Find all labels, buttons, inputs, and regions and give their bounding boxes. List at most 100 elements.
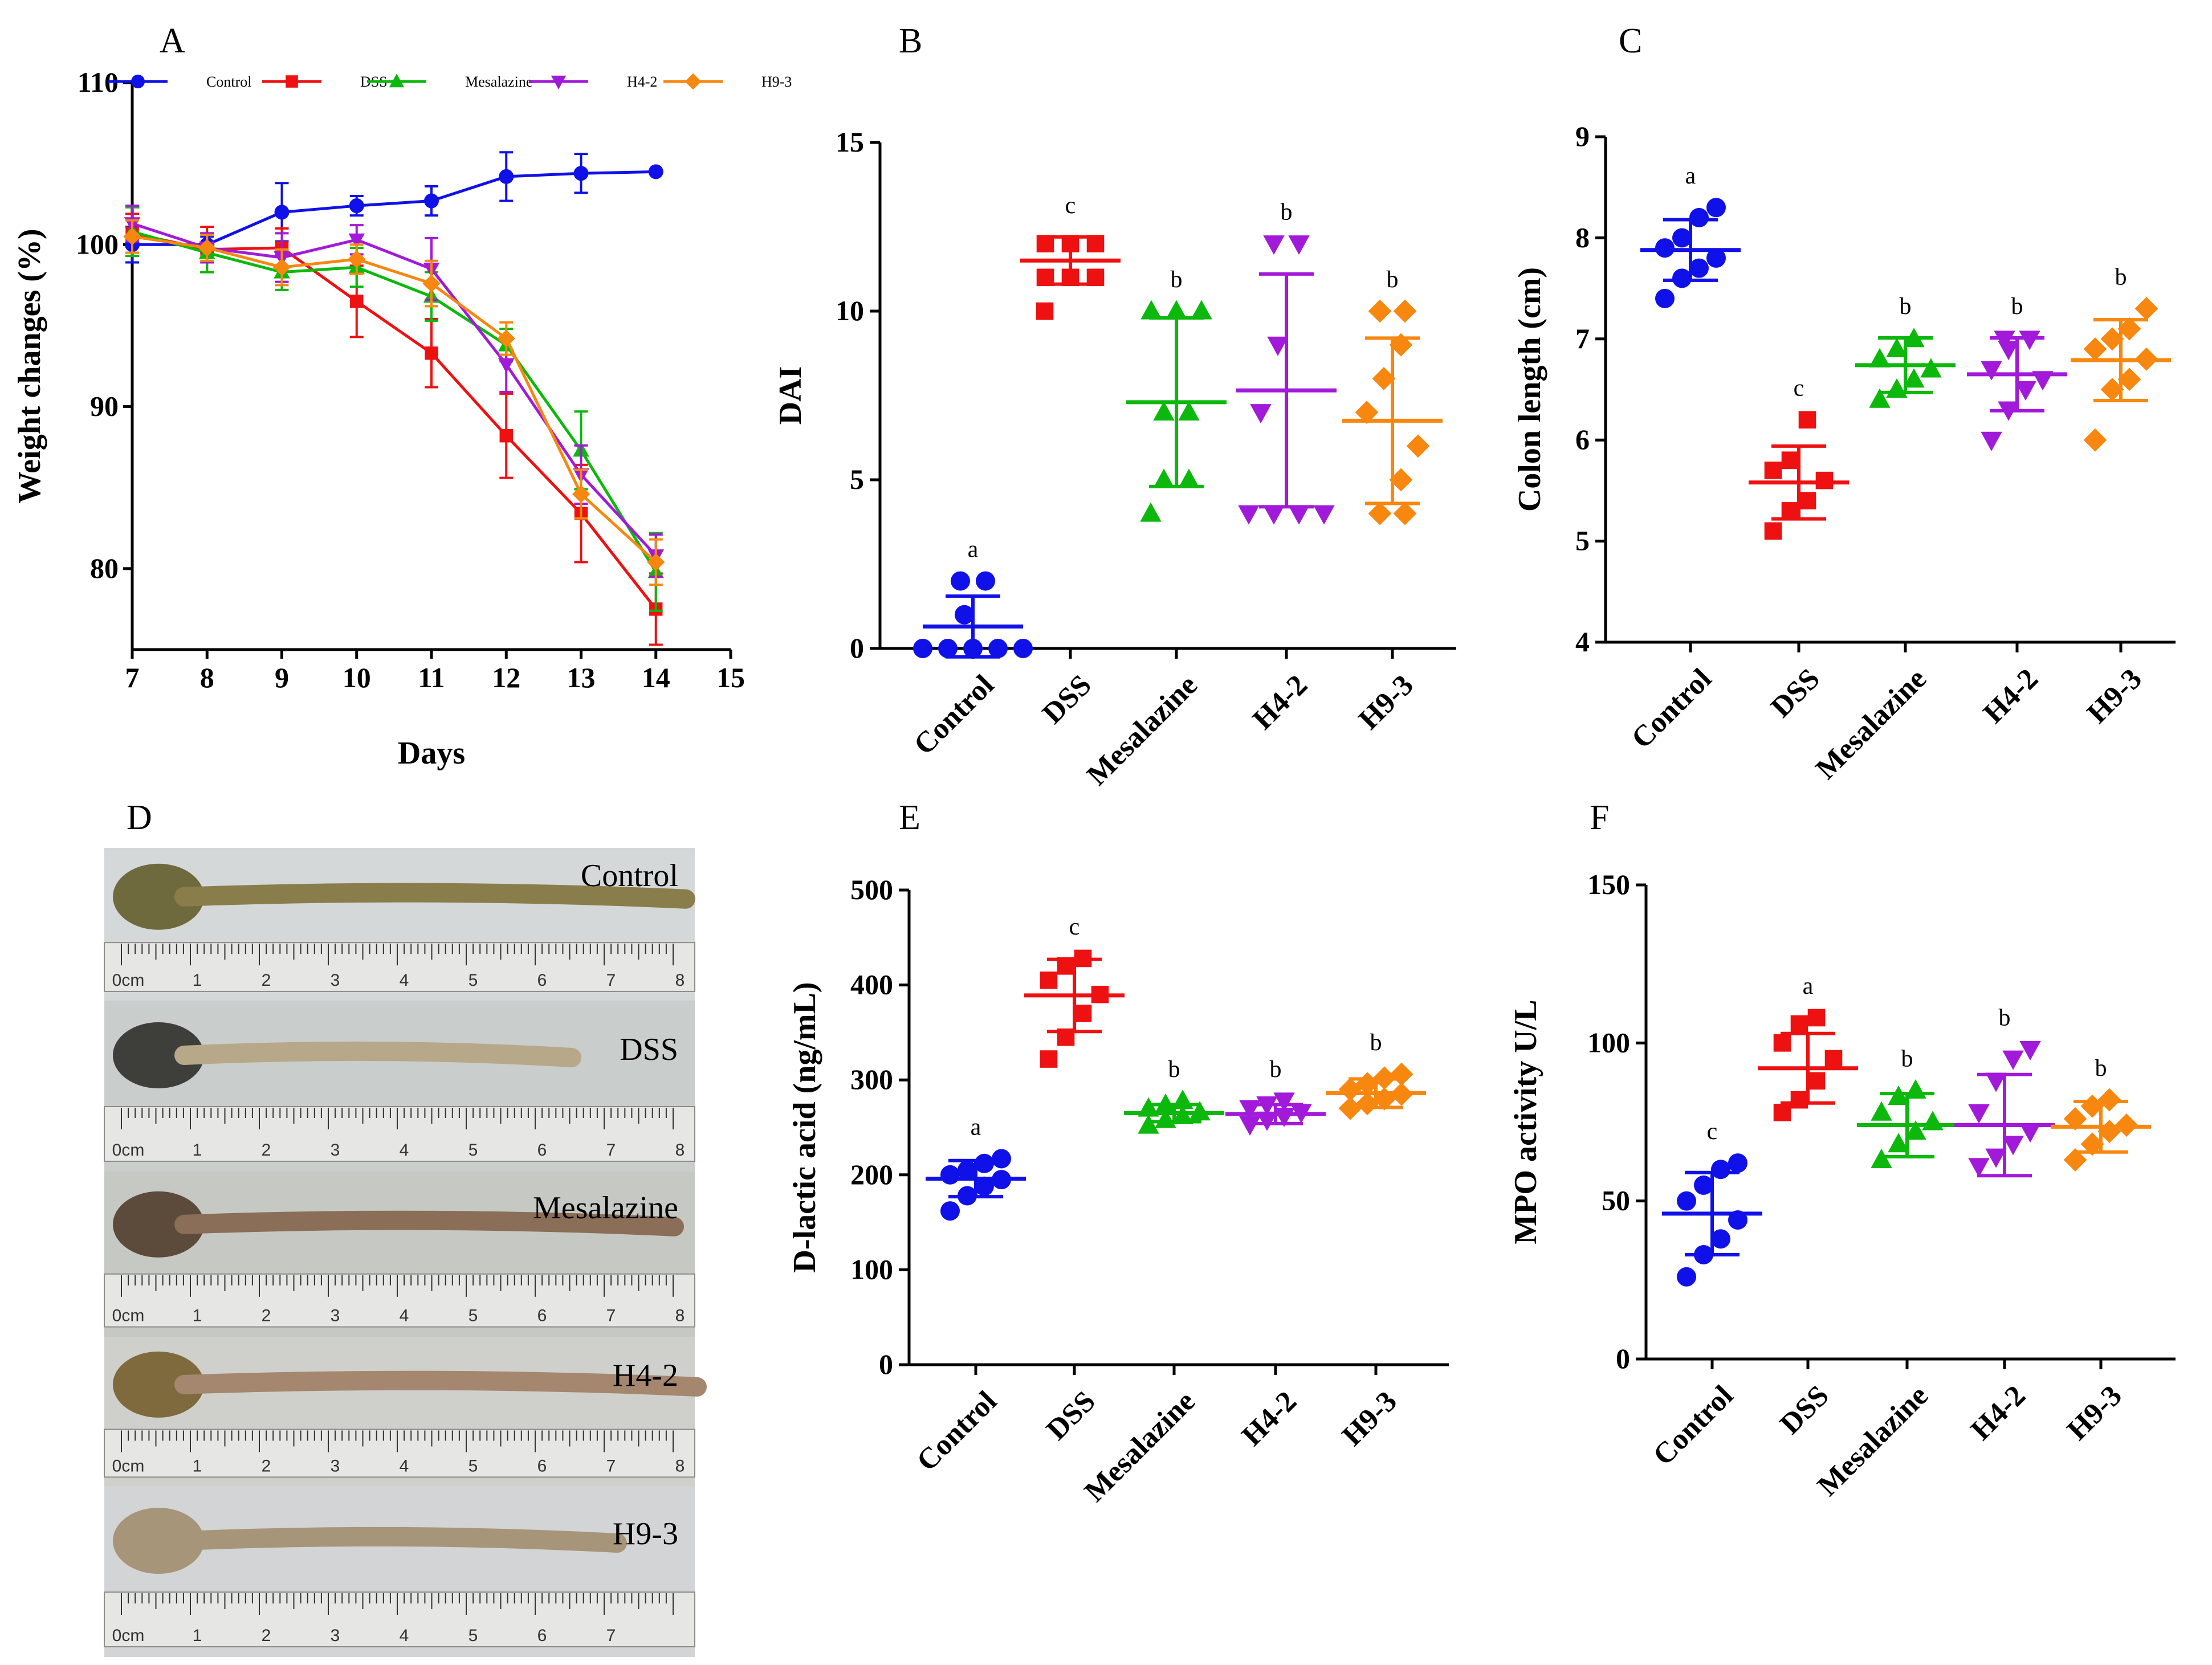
data-point	[955, 605, 974, 625]
ruler-number: 6	[537, 1141, 547, 1160]
ruler-number: 5	[469, 1307, 478, 1325]
data-point	[1140, 300, 1162, 320]
ruler-number: 7	[606, 1456, 616, 1475]
data-point	[1985, 1072, 2007, 1092]
category-label: Mesalazine	[1810, 663, 1933, 786]
data-point	[1288, 505, 1310, 525]
y-tick-label: 5	[1575, 525, 1590, 557]
legend-label: H9-3	[761, 74, 792, 90]
data-point	[1372, 367, 1396, 390]
y-tick-label: 5	[850, 463, 864, 495]
series-line	[132, 222, 657, 557]
data-point	[975, 1153, 994, 1173]
colon-body	[174, 1041, 581, 1067]
data-point	[1815, 471, 1834, 489]
y-axis-title: DAI	[773, 366, 808, 425]
data-point	[572, 485, 590, 503]
category-label: Control	[1647, 1380, 1740, 1472]
panel-letter-f: F	[1590, 798, 1609, 837]
data-point	[274, 205, 290, 220]
group-mesalazine: Mesalazine b	[1081, 267, 1227, 792]
data-point	[1798, 411, 1816, 429]
ruler-number: 3	[331, 971, 340, 990]
category-label: H9-3	[1336, 1385, 1403, 1452]
data-point	[2063, 1107, 2087, 1131]
data-point	[422, 274, 441, 293]
ruler-number: 4	[400, 1456, 409, 1475]
data-point	[1706, 248, 1726, 268]
significance-letter: a	[968, 537, 979, 563]
significance-letter: c	[1065, 193, 1076, 219]
data-point	[497, 329, 515, 348]
ruler-number: 4	[400, 1307, 409, 1325]
ruler-number: 4	[400, 1626, 409, 1645]
data-point	[1040, 1050, 1058, 1068]
ruler-number: 6	[537, 1307, 547, 1325]
data-point	[2019, 1040, 2041, 1060]
ruler	[104, 1429, 695, 1478]
data-point	[1406, 434, 1430, 458]
y-tick-label: 15	[836, 126, 864, 158]
x-tick-label: 7	[125, 662, 140, 693]
ruler-number: 7	[606, 1141, 616, 1160]
colon-body	[174, 1527, 627, 1553]
chart-mpo-activity: F 0 50 100 150 MPO activity U/L Control c DSS a Me…	[1508, 798, 2176, 1503]
panel-letter-e: E	[899, 798, 920, 837]
data-point	[940, 1165, 960, 1185]
ruler-number: 1	[193, 1626, 202, 1645]
ruler-number: 2	[262, 1307, 271, 1325]
data-point	[1273, 1092, 1295, 1112]
legend-marker	[131, 75, 145, 88]
photo-label: H9-3	[613, 1516, 678, 1552]
ruler-number: 5	[469, 1141, 478, 1160]
ruler-number: 7	[606, 1307, 616, 1325]
x-tick-label: 10	[343, 662, 371, 693]
significance-letter: b	[1168, 1056, 1180, 1083]
x-tick-label: 14	[642, 662, 670, 693]
ruler-number: 1	[193, 971, 202, 990]
data-point	[1869, 348, 1891, 368]
y-tick-label: 90	[90, 390, 119, 422]
ruler-number: 3	[331, 1626, 340, 1645]
ruler-number: 0cm	[112, 1141, 145, 1160]
photo-row-control: 0cm 1 2 3 4 5 6 7 8 Control	[104, 848, 695, 1001]
data-point	[1807, 1072, 1826, 1090]
data-point	[2117, 368, 2141, 391]
y-tick-label: 300	[850, 1063, 893, 1095]
ruler-number: 2	[262, 1456, 271, 1475]
data-point	[498, 358, 515, 373]
group-control: Control a	[911, 1114, 1026, 1478]
x-axis-title: Days	[398, 736, 465, 771]
significance-letter: b	[1270, 1056, 1282, 1083]
data-point	[1355, 401, 1379, 424]
data-point	[1355, 1092, 1379, 1116]
data-point	[1191, 300, 1212, 320]
ruler-number: 8	[675, 1456, 685, 1475]
data-point	[1706, 198, 1726, 218]
category-label: H4-2	[1977, 663, 2044, 730]
data-point	[1981, 431, 2002, 451]
group-dss: DSS c	[1749, 376, 1849, 724]
data-point	[1256, 1111, 1278, 1131]
data-point	[648, 164, 663, 179]
category-label: DSS	[1036, 669, 1098, 731]
data-point	[1288, 235, 1310, 255]
data-point	[1711, 1160, 1730, 1180]
data-point	[1689, 258, 1709, 278]
data-point	[1040, 971, 1058, 989]
data-point	[1790, 1091, 1808, 1109]
data-point	[1920, 358, 1942, 378]
data-point	[1781, 502, 1799, 520]
ruler-number: 6	[537, 971, 547, 990]
y-axis-title: Colon length (cm)	[1512, 267, 1547, 512]
data-point	[350, 295, 364, 308]
ruler-number: 2	[262, 1141, 271, 1160]
ruler-number: 8	[675, 1141, 685, 1160]
photo-label: DSS	[620, 1032, 678, 1067]
colon-cecum	[113, 1191, 204, 1258]
data-point	[348, 233, 365, 248]
data-point	[1267, 336, 1289, 356]
legend-label: Mesalazine	[465, 74, 532, 90]
significance-letter: c	[1069, 914, 1080, 940]
ruler-number: 3	[331, 1307, 340, 1325]
